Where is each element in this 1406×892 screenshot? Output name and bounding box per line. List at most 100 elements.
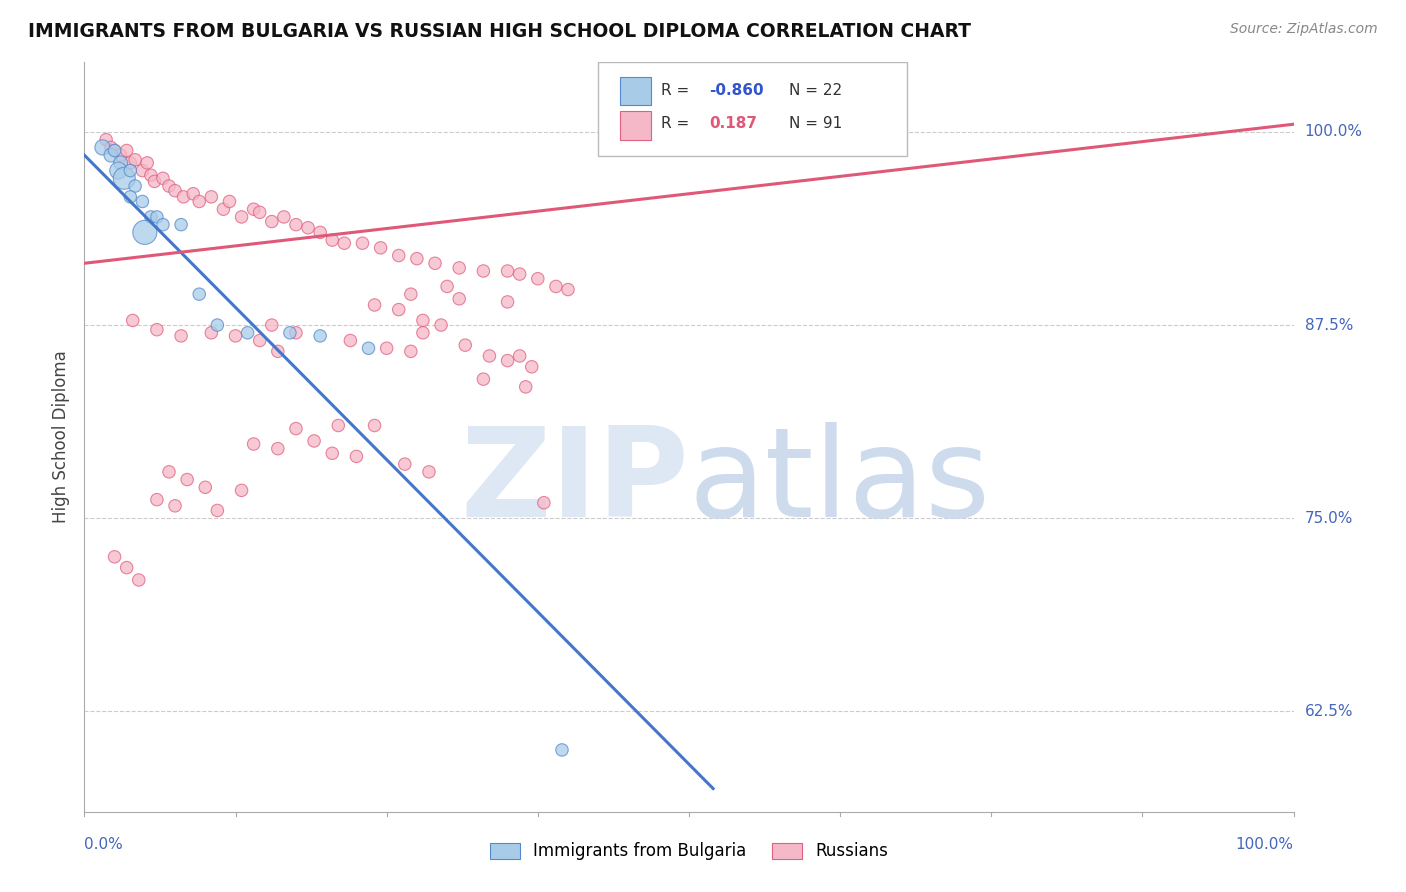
Point — [388, 248, 411, 262]
Point — [110, 148, 132, 162]
Point — [124, 153, 146, 167]
Point — [231, 483, 253, 498]
Point — [212, 202, 235, 217]
Point — [273, 210, 295, 224]
Point — [173, 190, 195, 204]
Point — [339, 334, 361, 348]
Point — [110, 156, 132, 170]
Point — [412, 313, 434, 327]
Point — [267, 442, 290, 456]
Point — [128, 573, 150, 587]
Point — [436, 279, 458, 293]
Point — [449, 260, 471, 275]
Point — [260, 318, 283, 332]
Point — [249, 205, 271, 219]
Point — [146, 210, 169, 224]
Point — [134, 226, 156, 240]
Text: N = 22: N = 22 — [789, 84, 842, 98]
Point — [496, 264, 519, 278]
Point — [412, 326, 434, 340]
Point — [170, 218, 193, 232]
Point — [146, 492, 169, 507]
Point — [121, 313, 143, 327]
Point — [321, 446, 343, 460]
Point — [423, 256, 446, 270]
Point — [478, 349, 501, 363]
Point — [557, 283, 579, 297]
Point — [104, 144, 127, 158]
Point — [352, 236, 374, 251]
Point — [146, 323, 169, 337]
Point — [551, 743, 574, 757]
Point — [544, 279, 567, 293]
Point — [284, 421, 308, 435]
Y-axis label: High School Diploma: High School Diploma — [52, 351, 70, 524]
Point — [472, 372, 495, 386]
Point — [225, 329, 247, 343]
Point — [284, 218, 308, 232]
Point — [200, 190, 222, 204]
Point — [515, 380, 537, 394]
Point — [104, 144, 127, 158]
Point — [188, 194, 211, 209]
Point — [496, 353, 519, 368]
Point — [357, 341, 380, 355]
Point — [120, 190, 142, 204]
Text: 100.0%: 100.0% — [1236, 837, 1294, 852]
Text: N = 91: N = 91 — [789, 116, 842, 131]
Point — [188, 287, 211, 301]
Point — [100, 148, 122, 162]
Point — [200, 326, 222, 340]
Point — [165, 499, 187, 513]
Point — [260, 214, 283, 228]
Point — [112, 171, 135, 186]
Point — [363, 418, 385, 433]
Point — [152, 218, 174, 232]
Point — [139, 168, 162, 182]
Point — [454, 338, 477, 352]
Point — [509, 267, 531, 281]
Point — [136, 156, 159, 170]
Point — [165, 184, 187, 198]
Point — [509, 349, 531, 363]
Point — [321, 233, 343, 247]
Point — [242, 437, 264, 451]
Point — [527, 271, 550, 285]
Point — [333, 236, 356, 251]
Point — [107, 163, 129, 178]
Point — [157, 465, 180, 479]
Text: 87.5%: 87.5% — [1305, 318, 1353, 333]
Point — [181, 186, 204, 201]
Point — [297, 220, 319, 235]
Point — [104, 549, 127, 564]
Point — [91, 140, 114, 154]
Point — [496, 294, 519, 309]
Text: ZIP: ZIP — [460, 422, 689, 542]
Text: IMMIGRANTS FROM BULGARIA VS RUSSIAN HIGH SCHOOL DIPLOMA CORRELATION CHART: IMMIGRANTS FROM BULGARIA VS RUSSIAN HIGH… — [28, 22, 972, 41]
FancyBboxPatch shape — [599, 62, 907, 156]
Point — [394, 457, 416, 471]
Point — [375, 341, 398, 355]
Text: 100.0%: 100.0% — [1305, 125, 1362, 139]
Point — [363, 298, 385, 312]
Point — [249, 334, 271, 348]
Legend: Immigrants from Bulgaria, Russians: Immigrants from Bulgaria, Russians — [484, 836, 894, 867]
Text: 0.0%: 0.0% — [84, 837, 124, 852]
Point — [430, 318, 453, 332]
Point — [309, 329, 332, 343]
Point — [94, 133, 117, 147]
Point — [207, 503, 229, 517]
Point — [152, 171, 174, 186]
Text: R =: R = — [661, 116, 689, 131]
Point — [120, 156, 142, 170]
Point — [218, 194, 240, 209]
Point — [194, 480, 217, 494]
Point — [207, 318, 229, 332]
Point — [131, 194, 153, 209]
Point — [176, 473, 198, 487]
Point — [100, 140, 122, 154]
Point — [533, 496, 555, 510]
Point — [124, 179, 146, 194]
Point — [328, 418, 350, 433]
Point — [120, 163, 142, 178]
